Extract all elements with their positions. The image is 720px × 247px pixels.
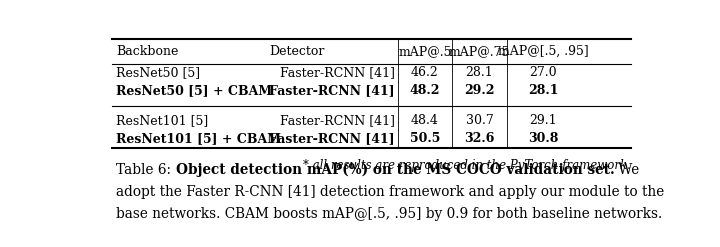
Text: Detector: Detector — [269, 45, 325, 58]
Text: mAP@.75: mAP@.75 — [449, 45, 510, 58]
Text: 46.2: 46.2 — [411, 66, 439, 79]
Text: mAP@.5: mAP@.5 — [398, 45, 451, 58]
Text: We: We — [614, 163, 639, 177]
Text: Faster-RCNN [41]: Faster-RCNN [41] — [269, 84, 395, 98]
Text: mAP@[.5, .95]: mAP@[.5, .95] — [498, 45, 588, 58]
Text: 27.0: 27.0 — [529, 66, 557, 79]
Text: 48.2: 48.2 — [410, 84, 440, 98]
Text: 32.6: 32.6 — [464, 132, 495, 145]
Text: Faster-RCNN [41]: Faster-RCNN [41] — [269, 132, 395, 145]
Text: 48.4: 48.4 — [411, 114, 439, 127]
Text: 29.1: 29.1 — [529, 114, 557, 127]
Text: adopt the Faster R-CNN [41] detection framework and apply our module to the: adopt the Faster R-CNN [41] detection fr… — [116, 185, 665, 199]
Text: ResNet101 [5]: ResNet101 [5] — [116, 114, 209, 127]
Text: ResNet50 [5] + CBAM: ResNet50 [5] + CBAM — [116, 84, 272, 98]
Text: 50.5: 50.5 — [410, 132, 440, 145]
Text: Backbone: Backbone — [116, 45, 179, 58]
Text: 30.8: 30.8 — [528, 132, 558, 145]
Text: 29.2: 29.2 — [464, 84, 495, 98]
Text: Table 6:: Table 6: — [116, 163, 176, 177]
Text: ResNet50 [5]: ResNet50 [5] — [116, 66, 200, 79]
Text: 28.1: 28.1 — [466, 66, 493, 79]
Text: 30.7: 30.7 — [466, 114, 493, 127]
Text: Faster-RCNN [41]: Faster-RCNN [41] — [280, 66, 395, 79]
Text: * all results are reproduced in the PyTorch framework.: * all results are reproduced in the PyTo… — [303, 159, 631, 172]
Text: ResNet101 [5] + CBAM: ResNet101 [5] + CBAM — [116, 132, 282, 145]
Text: 28.1: 28.1 — [528, 84, 558, 98]
Text: Faster-RCNN [41]: Faster-RCNN [41] — [280, 114, 395, 127]
Text: base networks. CBAM boosts mAP@[.5, .95] by 0.9 for both baseline networks.: base networks. CBAM boosts mAP@[.5, .95]… — [116, 206, 662, 221]
Text: Object detection mAP(%) on the MS COCO validation set.: Object detection mAP(%) on the MS COCO v… — [176, 163, 614, 177]
